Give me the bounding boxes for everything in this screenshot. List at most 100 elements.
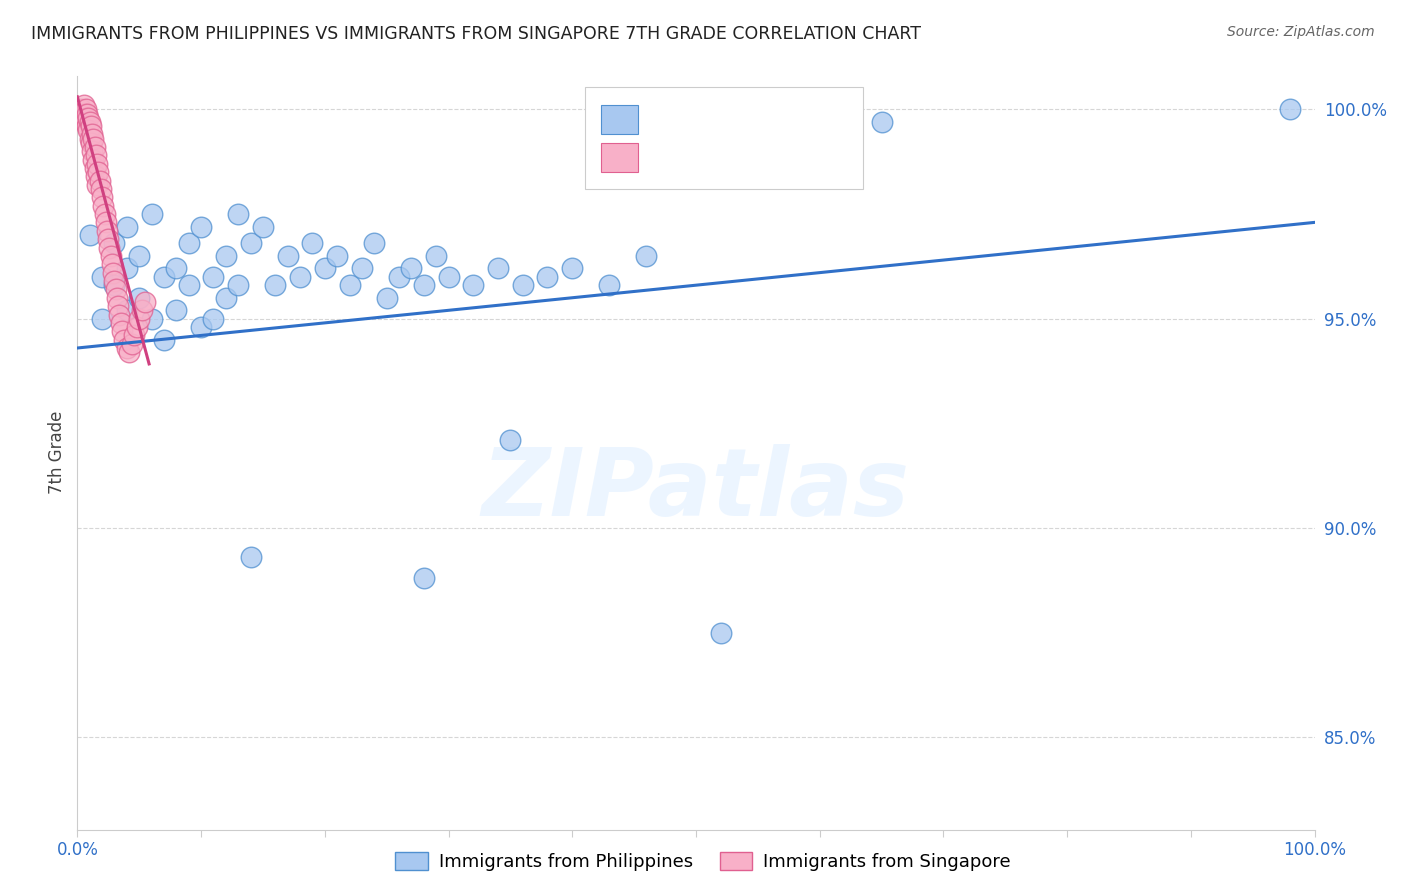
Point [89,173,111,187]
Point [314,261,336,276]
Point [105,291,128,305]
Point [131,303,153,318]
Point [190,219,212,234]
Point [177,278,200,293]
Point [388,269,411,284]
Point [165,303,187,318]
Point [141,311,163,326]
Point [96,224,118,238]
Point [512,278,534,293]
Point [77,123,100,137]
Point [226,278,249,293]
Point [73,106,96,120]
Point [104,282,127,296]
Point [115,303,138,318]
Point [463,278,485,293]
Point [77,111,100,125]
Point [153,333,176,347]
Point [363,236,385,251]
Point [86,157,108,171]
Point [75,103,97,117]
Point [350,261,373,276]
Text: R =: R = [647,144,686,161]
Point [80,136,103,150]
Point [128,311,150,326]
Point [93,207,115,221]
Text: 0.557: 0.557 [689,144,745,161]
Point [301,236,323,251]
Text: 55: 55 [790,144,815,161]
Point [98,240,121,254]
FancyBboxPatch shape [600,105,638,134]
Point [103,236,125,251]
Point [110,316,132,330]
Point [94,215,117,229]
Point [437,269,460,284]
Point [153,269,176,284]
Point [82,128,104,142]
Point [561,261,583,276]
Point [121,336,143,351]
Point [499,433,522,447]
Point [1278,103,1301,117]
Text: IMMIGRANTS FROM PHILIPPINES VS IMMIGRANTS FROM SINGAPORE 7TH GRADE CORRELATION C: IMMIGRANTS FROM PHILIPPINES VS IMMIGRANT… [31,25,921,43]
Point [79,115,101,129]
Point [82,153,104,167]
Point [277,249,299,263]
Point [339,278,361,293]
Point [202,269,225,284]
Point [97,232,120,246]
Point [412,571,434,585]
Point [425,249,447,263]
Point [76,119,98,133]
Point [375,291,398,305]
Y-axis label: 7th Grade: 7th Grade [48,411,66,494]
Point [412,278,434,293]
Point [111,324,134,338]
Point [190,320,212,334]
Point [79,227,101,242]
Point [91,199,114,213]
Point [90,182,112,196]
Point [86,178,108,192]
Point [598,278,620,293]
Point [91,190,114,204]
Point [101,257,124,271]
Point [177,236,200,251]
Point [870,115,893,129]
Point [72,111,94,125]
Point [252,219,274,234]
Point [215,291,238,305]
Point [264,278,287,293]
Point [536,269,558,284]
Point [103,278,125,293]
Point [79,131,101,145]
Text: N =: N = [741,144,792,161]
Text: 0.218: 0.218 [689,106,745,124]
Point [103,266,125,280]
Point [112,333,135,347]
Point [215,249,238,263]
Point [108,308,131,322]
Text: N =: N = [741,106,792,124]
Point [115,341,138,355]
Point [834,115,856,129]
Point [84,169,107,184]
Point [239,236,262,251]
Point [70,103,93,117]
Text: 63: 63 [790,106,815,124]
Point [107,299,129,313]
Point [91,311,114,326]
Point [83,140,105,154]
Point [486,261,509,276]
Text: R =: R = [647,106,686,124]
Point [80,119,103,133]
Point [288,269,311,284]
Point [87,165,110,179]
Point [226,207,249,221]
Point [165,261,187,276]
Text: ZIPatlas: ZIPatlas [482,444,910,536]
Point [401,261,423,276]
Point [128,291,150,305]
Point [76,106,98,120]
